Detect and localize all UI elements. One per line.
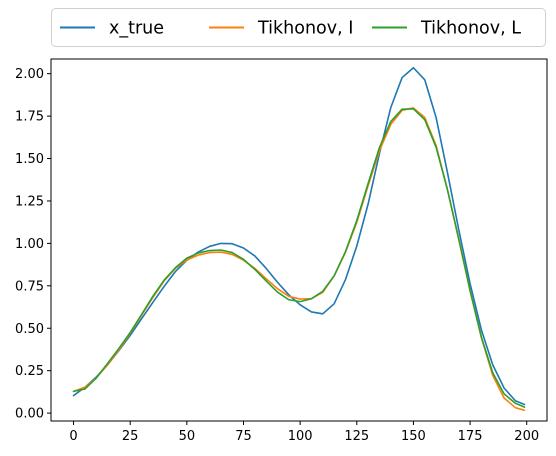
plot-area-frame <box>50 58 548 422</box>
x-tick-label: 175 <box>458 429 483 444</box>
legend: x_true Tikhonov, I Tikhonov, L <box>51 8 546 47</box>
legend-label: Tikhonov, L <box>420 19 521 39</box>
y-axis: 0.00 0.25 0.50 0.75 1.00 1.25 1.50 1.75 2.00 <box>15 67 51 422</box>
y-tick-label: 0.00 <box>15 407 44 422</box>
series-line-2 <box>72 108 526 408</box>
y-tick-label: 1.50 <box>15 152 44 167</box>
y-tick-label: 0.25 <box>15 364 44 379</box>
y-tick-label: 1.00 <box>15 237 44 252</box>
y-tick-label: 0.75 <box>15 279 44 294</box>
x-tick-label: 50 <box>179 429 196 444</box>
x-tick-label: 150 <box>401 429 426 444</box>
y-tick-label: 1.75 <box>15 110 44 125</box>
legend-item: x_true <box>60 19 164 39</box>
plot-lines <box>72 66 526 412</box>
y-tick-label: 1.25 <box>15 194 44 209</box>
x-tick-label: 100 <box>288 429 313 444</box>
x-tick-label: 125 <box>344 429 369 444</box>
legend-item: Tikhonov, I <box>209 19 353 39</box>
y-tick-label: 0.50 <box>15 322 44 337</box>
x-tick-label: 75 <box>235 429 252 444</box>
legend-frame <box>51 8 546 47</box>
legend-label: x_true <box>109 19 164 39</box>
x-tick-label: 25 <box>122 429 139 444</box>
legend-label: Tikhonov, I <box>257 19 353 39</box>
y-tick-label: 2.00 <box>15 67 44 82</box>
x-tick-label: 0 <box>69 429 77 444</box>
legend-item: Tikhonov, L <box>372 19 521 39</box>
x-axis: 0 25 50 75 100 125 150 175 200 <box>69 421 539 444</box>
x-tick-label: 200 <box>514 429 539 444</box>
series-line-0 <box>72 66 526 406</box>
